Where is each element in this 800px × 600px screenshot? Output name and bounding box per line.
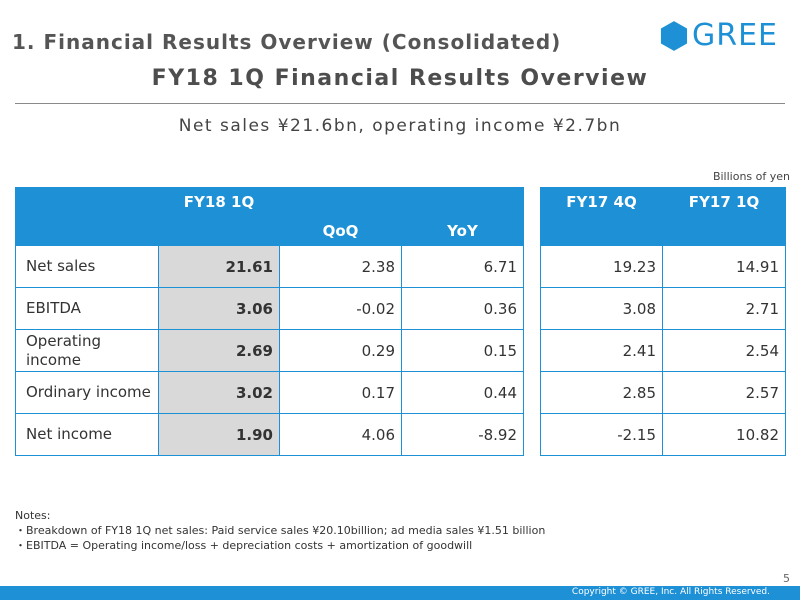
- prev-year-value: 2.71: [662, 287, 786, 330]
- prev-quarter-value: 19.23: [540, 245, 663, 288]
- current-value: 1.90: [158, 413, 280, 456]
- current-value: 2.69: [158, 329, 280, 372]
- table-header-row-2: QoQ YoY: [15, 216, 524, 246]
- row-label: Ordinary income: [15, 371, 159, 414]
- current-value: 3.02: [158, 371, 280, 414]
- table-header-row-2: [540, 216, 786, 246]
- yoy-value: 0.36: [401, 287, 524, 330]
- gree-logo: GREE: [660, 18, 778, 54]
- prev-quarter-value: -2.15: [540, 413, 663, 456]
- prev-year-value: 2.57: [662, 371, 786, 414]
- prev-year-value: 10.82: [662, 413, 786, 456]
- header-cell-blank: [540, 216, 663, 246]
- yoy-value: 6.71: [401, 245, 524, 288]
- results-table-main: FY18 1Q QoQ YoY Net sales 21.61 2.38 6.7…: [15, 187, 524, 456]
- table-row: Ordinary income 3.02 0.17 0.44: [15, 371, 524, 414]
- table-row: -2.15 10.82: [540, 413, 786, 456]
- section-title: 1. Financial Results Overview (Consolida…: [12, 30, 562, 54]
- prev-quarter-value: 3.08: [540, 287, 663, 330]
- header-cell-blank: [662, 216, 786, 246]
- current-value: 3.06: [158, 287, 280, 330]
- table-header-row-1: FY18 1Q: [15, 187, 524, 217]
- row-label: Net income: [15, 413, 159, 456]
- header-cell-blank: [158, 216, 280, 246]
- hexagon-logo-icon: [660, 21, 688, 51]
- table-row: 3.08 2.71: [540, 287, 786, 330]
- row-label: Operating income: [15, 329, 159, 372]
- yoy-value: 0.44: [401, 371, 524, 414]
- footer-bar: Copyright © GREE, Inc. All Rights Reserv…: [0, 586, 800, 600]
- prev-year-value: 14.91: [662, 245, 786, 288]
- table-row: Net income 1.90 4.06 -8.92: [15, 413, 524, 456]
- table-row: Operating income 2.69 0.29 0.15: [15, 329, 524, 372]
- prev-quarter-value: 2.41: [540, 329, 663, 372]
- qoq-value: 2.38: [279, 245, 402, 288]
- header-cell-blank: [15, 216, 159, 246]
- table-row: EBITDA 3.06 -0.02 0.36: [15, 287, 524, 330]
- notes-title: Notes:: [15, 509, 51, 522]
- header-fy17-4q: FY17 4Q: [540, 187, 663, 217]
- results-table-comparison: FY17 4Q FY17 1Q 19.23 14.91 3.08 2.71 2.…: [540, 187, 786, 456]
- page-title: FY18 1Q Financial Results Overview: [151, 66, 649, 91]
- table-row: Net sales 21.61 2.38 6.71: [15, 245, 524, 288]
- yoy-value: 0.15: [401, 329, 524, 372]
- current-value: 21.61: [158, 245, 280, 288]
- qoq-value: -0.02: [279, 287, 402, 330]
- prev-quarter-value: 2.85: [540, 371, 663, 414]
- note-item: ・EBITDA = Operating income/loss + deprec…: [15, 539, 473, 552]
- header-fy18-1q: FY18 1Q: [158, 187, 280, 217]
- header-qoq: QoQ: [279, 216, 402, 246]
- qoq-value: 0.29: [279, 329, 402, 372]
- notes-section: Notes: ・Breakdown of FY18 1Q net sales: …: [15, 508, 545, 553]
- unit-label: Billions of yen: [712, 170, 790, 183]
- qoq-value: 0.17: [279, 371, 402, 414]
- qoq-value: 4.06: [279, 413, 402, 456]
- page-subtitle: Net sales ¥21.6bn, operating income ¥2.7…: [178, 116, 622, 136]
- row-label: Net sales: [15, 245, 159, 288]
- header-cell-blank: [279, 187, 524, 217]
- header-yoy: YoY: [401, 216, 524, 246]
- table-row: 2.41 2.54: [540, 329, 786, 372]
- header-fy17-1q: FY17 1Q: [662, 187, 786, 217]
- header-cell-blank: [15, 187, 159, 217]
- logo-text: GREE: [691, 18, 778, 53]
- copyright-text: Copyright © GREE, Inc. All Rights Reserv…: [571, 587, 770, 597]
- prev-year-value: 2.54: [662, 329, 786, 372]
- table-row: 2.85 2.57: [540, 371, 786, 414]
- title-divider: [15, 103, 785, 104]
- note-item: ・Breakdown of FY18 1Q net sales: Paid se…: [15, 524, 546, 537]
- page-number: 5: [783, 572, 790, 585]
- table-row: 19.23 14.91: [540, 245, 786, 288]
- yoy-value: -8.92: [401, 413, 524, 456]
- row-label: EBITDA: [15, 287, 159, 330]
- table-header-row-1: FY17 4Q FY17 1Q: [540, 187, 786, 217]
